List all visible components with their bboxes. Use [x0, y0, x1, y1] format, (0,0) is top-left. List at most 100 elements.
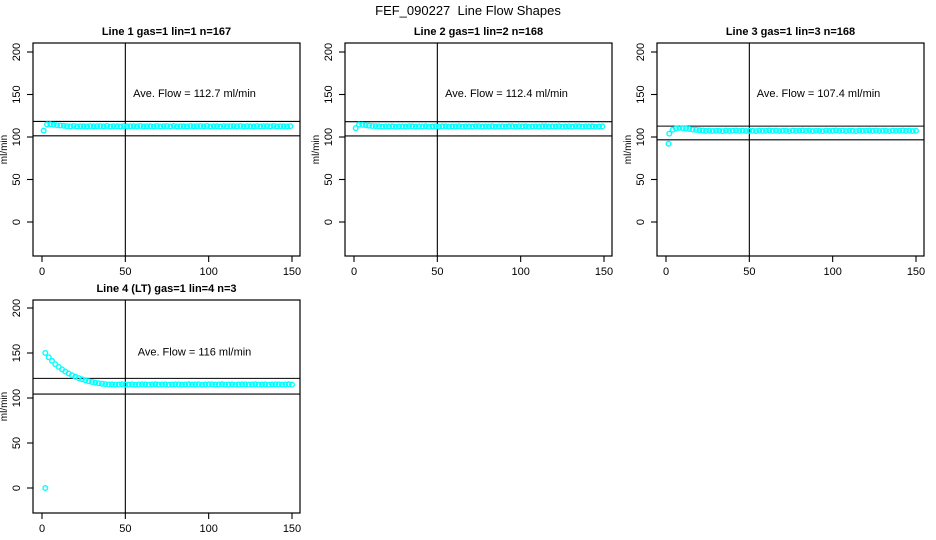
data-point-marker: [389, 123, 396, 130]
data-point-marker: [145, 381, 152, 388]
data-point-marker: [436, 123, 443, 130]
data-point-marker: [826, 127, 833, 134]
data-point-marker: [753, 128, 760, 135]
data-point-marker: [516, 123, 523, 130]
x-tick-label: 150: [283, 523, 301, 535]
data-point-marker: [162, 381, 169, 388]
data-point-marker: [459, 123, 466, 130]
data-point-marker: [207, 123, 214, 130]
data-point-marker: [723, 127, 730, 134]
data-point-marker: [282, 381, 289, 388]
data-point-marker: [192, 381, 199, 388]
data-point-marker: [243, 123, 250, 130]
data-point-marker: [115, 381, 122, 388]
y-axis-label: ml/min: [0, 135, 10, 164]
data-point-marker: [693, 126, 700, 133]
data-point-marker: [452, 123, 459, 130]
data-point-marker: [549, 123, 556, 130]
data-point-marker: [160, 123, 167, 130]
data-point-marker: [285, 381, 292, 388]
data-point-marker: [203, 122, 210, 129]
y-tick-label: 100: [635, 128, 647, 146]
data-point-marker: [519, 123, 526, 130]
data-point-marker: [205, 381, 212, 388]
data-point-marker: [466, 123, 473, 130]
data-point-marker: [733, 127, 740, 134]
data-point-marker: [542, 123, 549, 130]
data-point-marker: [123, 123, 130, 130]
panel-2: [339, 42, 613, 262]
data-point-marker: [896, 127, 903, 134]
data-point-marker: [786, 128, 793, 135]
data-point-marker: [679, 125, 686, 132]
data-point-marker: [95, 380, 102, 387]
data-point-marker: [536, 123, 543, 130]
data-point-marker: [80, 123, 87, 130]
data-point-marker: [67, 123, 74, 130]
data-point-marker: [193, 123, 200, 130]
data-point-marker: [469, 123, 476, 130]
x-tick-label: 100: [823, 266, 841, 278]
data-point-marker: [399, 123, 406, 130]
data-point-marker: [237, 122, 244, 129]
data-point-marker: [88, 379, 95, 386]
data-point-marker: [127, 123, 134, 130]
y-tick-label: 50: [323, 173, 335, 185]
x-tick-label: 0: [351, 266, 357, 278]
data-point-marker: [105, 381, 112, 388]
data-point-marker: [362, 122, 369, 129]
data-point-marker: [486, 123, 493, 130]
x-tick-label: 0: [39, 523, 45, 535]
data-point-marker: [439, 123, 446, 130]
panel-1: [27, 42, 301, 262]
data-point-marker: [716, 127, 723, 134]
data-point-marker: [462, 123, 469, 130]
data-point-marker: [218, 381, 225, 388]
plot-box: [344, 42, 613, 257]
data-point-marker: [843, 127, 850, 134]
data-point-marker: [356, 121, 363, 128]
data-point-marker: [267, 123, 274, 130]
data-points: [42, 350, 296, 492]
data-point-marker: [155, 381, 162, 388]
data-point-marker: [210, 123, 217, 130]
figure-title: FEF_090227 Line Flow Shapes: [375, 3, 561, 18]
data-point-marker: [422, 123, 429, 130]
data-point-marker: [125, 381, 132, 388]
data-point-marker: [432, 123, 439, 130]
data-point-marker: [566, 123, 573, 130]
data-point-marker: [168, 381, 175, 388]
data-point-marker: [128, 381, 135, 388]
plot-box: [656, 42, 925, 257]
y-axis-label: ml/min: [0, 392, 10, 421]
data-point-marker: [903, 127, 910, 134]
data-point-marker: [502, 123, 509, 130]
y-tick-label: 200: [11, 299, 23, 317]
data-point-marker: [546, 123, 553, 130]
data-point-marker: [284, 123, 291, 130]
data-point-marker: [277, 123, 284, 130]
data-point-marker: [50, 121, 57, 128]
data-point-marker: [252, 381, 259, 388]
y-tick-label: 100: [11, 128, 23, 146]
data-point-marker: [703, 127, 710, 134]
y-tick-label: 50: [11, 173, 23, 185]
data-point-marker: [63, 123, 70, 130]
data-point-marker: [709, 127, 716, 134]
data-point-marker: [676, 124, 683, 131]
data-point-marker: [85, 378, 92, 385]
data-point-marker: [859, 127, 866, 134]
data-point-marker: [42, 485, 49, 492]
data-point-marker: [386, 123, 393, 130]
data-point-marker: [188, 381, 195, 388]
x-tick-label: 50: [431, 266, 443, 278]
y-tick-label: 100: [323, 128, 335, 146]
data-point-marker: [93, 123, 100, 130]
data-point-marker: [182, 381, 189, 388]
data-point-marker: [739, 127, 746, 134]
data-point-marker: [746, 127, 753, 134]
data-point-marker: [479, 123, 486, 130]
data-point-marker: [233, 123, 240, 130]
data-point-marker: [110, 123, 117, 130]
